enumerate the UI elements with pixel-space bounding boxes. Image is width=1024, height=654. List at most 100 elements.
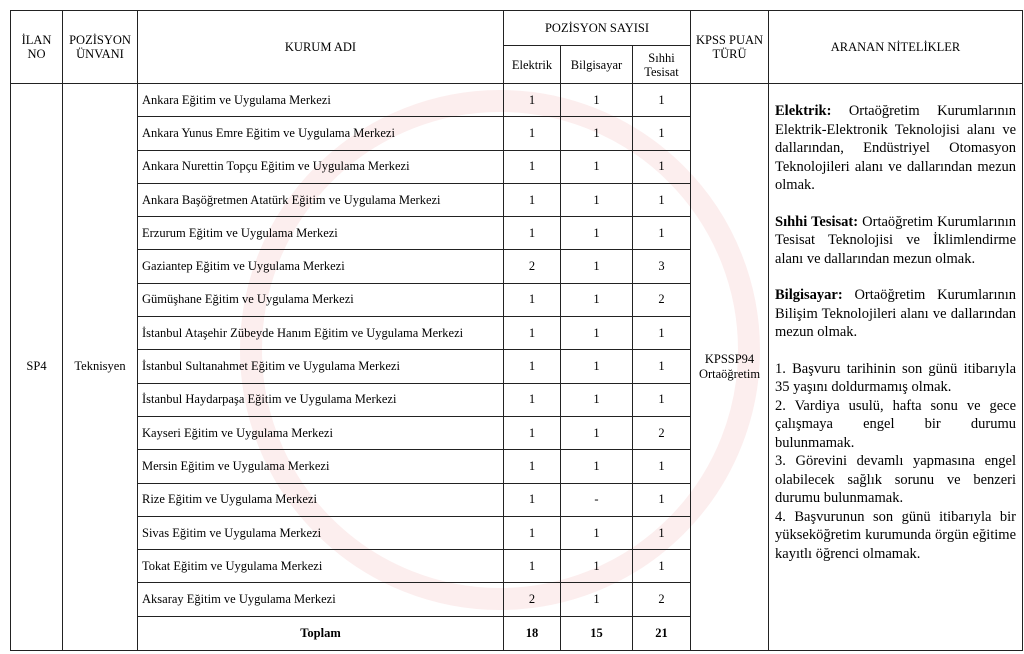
bilgisayar-cell: 1: [560, 116, 633, 151]
elektrik-cell: 1: [503, 82, 561, 118]
table-row: SP4 Teknisyen Ankara Eğitim ve Uygulama Me…: [10, 82, 1024, 651]
table-row: Ankara Başöğretmen Atatürk Eğitim ve Uyg…: [11, 182, 1023, 218]
bilgisayar-cell: -: [560, 482, 633, 517]
sihhi-cell: 1: [631, 482, 692, 517]
total-elektrik: 18: [503, 615, 561, 651]
bilgisayar-cell: 1: [560, 249, 633, 284]
table-row: Tokat Eğitim ve Uygulama Merkezi 1 1 1: [11, 549, 1023, 584]
elektrik-cell: 1: [503, 382, 561, 417]
elektrik-cell: 1: [503, 449, 561, 484]
sihhi-cell: 2: [631, 282, 692, 318]
elektrik-cell: 1: [503, 349, 561, 384]
sihhi-cell: 1: [631, 449, 692, 484]
table-row: Gaziantep Eğitim ve Uygulama Merkezi 2 1 3: [11, 249, 1023, 284]
nitelik-text: Ortaöğretim Kurumlarının Elektrik-Elektr…: [775, 103, 1017, 193]
kurum-cell: Tokat Eğitim ve Uygulama Merkezi: [137, 549, 504, 584]
elektrik-cell: 2: [503, 582, 561, 617]
total-sihhi: 21: [631, 615, 692, 651]
bilgisayar-cell: 1: [560, 415, 633, 451]
kurum-cell: Kayseri Eğitim ve Uygulama Merkezi: [137, 415, 504, 451]
sihhi-cell: 1: [631, 182, 692, 218]
bilgisayar-cell: 1: [560, 515, 633, 551]
header-kurum-adi: KURUM ADI: [137, 10, 504, 84]
sihhi-cell: 1: [631, 549, 692, 584]
kurum-cell: Erzurum Eğitim ve Uygulama Merkezi: [137, 216, 504, 251]
nitelik-text: Ortaöğretim Kurumlarının Bilişim Teknolo…: [775, 287, 1017, 340]
kurum-cell: Mersin Eğitim ve Uygulama Merkezi: [137, 449, 504, 484]
header-sihhi-tesisat: Sıhhi Tesisat: [631, 45, 692, 84]
nitelik-item: 1. Başvuru tarihinin son günü itibarıyla…: [775, 360, 1017, 396]
sihhi-cell: 1: [631, 116, 692, 151]
sihhi-cell: 1: [631, 216, 692, 251]
table-row: Aksaray Eğitim ve Uygulama Merkezi 2 1 2: [11, 582, 1023, 617]
bilgisayar-cell: 1: [560, 582, 633, 617]
total-label: Toplam: [137, 615, 504, 651]
nitelik-bilgisayar: Bilgisayar: Ortaöğretim Kurumlarının Bil…: [775, 286, 1016, 342]
nitelik-sihhi: Sıhhi Tesisat: Ortaöğretim Kurumlarının …: [775, 213, 1016, 269]
elektrik-cell: 1: [503, 515, 561, 551]
elektrik-cell: 1: [503, 415, 561, 451]
kurum-cell: Ankara Yunus Emre Eğitim ve Uygulama Mer…: [137, 116, 504, 151]
sihhi-cell: 3: [631, 249, 692, 284]
elektrik-cell: 2: [503, 249, 561, 284]
table-row: Ankara Nurettin Topçu Eğitim ve Uygulama…: [11, 149, 1023, 184]
table-row: İstanbul Ataşehir Zübeyde Hanım Eğitim v…: [11, 316, 1023, 351]
bilgisayar-cell: 1: [560, 216, 633, 251]
elektrik-cell: 1: [503, 216, 561, 251]
bilgisayar-cell: 1: [560, 149, 633, 184]
nitelik-label: Sıhhi Tesisat:: [775, 213, 859, 230]
table-row: Sivas Eğitim ve Uygulama Merkezi 1 1 1: [11, 515, 1023, 551]
nitelik-item: 3. Görevini devamlı yapmasına engel olab…: [775, 453, 1017, 506]
bilgisayar-cell: 1: [560, 316, 633, 351]
elektrik-cell: 1: [503, 149, 561, 184]
table-row: Kayseri Eğitim ve Uygulama Merkezi 1 1 2: [11, 415, 1023, 451]
elektrik-cell: 1: [503, 182, 561, 218]
kurum-cell: Ankara Eğitim ve Uygulama Merkezi: [137, 82, 504, 118]
header-ilan-no: İLAN NO: [10, 10, 63, 84]
nitelikler-cell: Elektrik: Ortaöğretim Kurumlarının Elekt…: [768, 83, 1024, 651]
bilgisayar-cell: 1: [560, 549, 633, 584]
pozisyon-cell: Teknisyen: [62, 83, 138, 651]
kurum-cell: İstanbul Haydarpaşa Eğitim ve Uygulama M…: [137, 382, 504, 417]
nitelik-item: 2. Vardiya usulü, hafta sonu ve gece çal…: [775, 397, 1017, 451]
kurum-cell: Gaziantep Eğitim ve Uygulama Merkezi: [137, 249, 504, 284]
header-elektrik: Elektrik: [503, 45, 561, 84]
table-row: Gümüşhane Eğitim ve Uygulama Merkezi 1 1 2: [11, 282, 1023, 318]
bilgisayar-cell: 1: [560, 82, 633, 118]
header-pozisyon-unvani: POZİSYON ÜNVANI: [62, 10, 138, 84]
bilgisayar-cell: 1: [560, 382, 633, 417]
position-table: İLAN NO POZİSYON ÜNVANI KURUM ADI POZİSY…: [10, 10, 1024, 651]
kpss-cell: KPSSP94 Ortaöğretim: [690, 83, 770, 651]
elektrik-cell: 1: [503, 282, 561, 318]
sihhi-cell: 1: [631, 316, 692, 351]
kurum-cell: Gümüşhane Eğitim ve Uygulama Merkezi: [137, 282, 504, 318]
sihhi-cell: 1: [631, 349, 692, 384]
kurum-cell: Sivas Eğitim ve Uygulama Merkezi: [137, 515, 504, 551]
sihhi-cell: 1: [631, 149, 692, 184]
nitelik-text: Ortaöğretim Kurumlarının Tesisat Teknolo…: [775, 213, 1017, 267]
sihhi-cell: 1: [631, 82, 692, 118]
kurum-cell: Ankara Başöğretmen Atatürk Eğitim ve Uyg…: [137, 182, 504, 218]
total-bilgisayar: 15: [560, 615, 633, 651]
nitelik-elektrik: Elektrik: Ortaöğretim Kurumlarının Elekt…: [775, 102, 1016, 195]
bilgisayar-cell: 1: [560, 349, 633, 384]
sihhi-cell: 1: [631, 515, 692, 551]
total-row: Toplam 18 15 21: [11, 615, 1023, 651]
kurum-cell: Aksaray Eğitim ve Uygulama Merkezi: [137, 582, 504, 617]
kurum-cell: İstanbul Sultanahmet Eğitim ve Uygulama …: [137, 349, 504, 384]
header-pozisyon-sayisi: POZİSYON SAYISI: [502, 10, 692, 46]
bilgisayar-cell: 1: [560, 282, 633, 318]
bilgisayar-cell: 1: [560, 449, 633, 484]
sihhi-cell: 2: [631, 582, 692, 617]
nitelik-label: Bilgisayar:: [775, 287, 843, 303]
kurum-cell: İstanbul Ataşehir Zübeyde Hanım Eğitim v…: [137, 316, 504, 351]
nitelik-item: 4. Başvurunun son günü itibarıyla bir yü…: [775, 508, 1017, 562]
bilgisayar-cell: 1: [560, 182, 633, 218]
kurum-cell: Rize Eğitim ve Uygulama Merkezi: [137, 482, 504, 517]
elektrik-cell: 1: [503, 316, 561, 351]
header-bilgisayar: Bilgisayar: [560, 45, 633, 84]
nitelik-label: Elektrik:: [775, 103, 832, 119]
table-row: Erzurum Eğitim ve Uygulama Merkezi 1 1 1: [11, 216, 1023, 251]
table-row: İstanbul Sultanahmet Eğitim ve Uygulama …: [11, 349, 1023, 384]
elektrik-cell: 1: [503, 549, 561, 584]
